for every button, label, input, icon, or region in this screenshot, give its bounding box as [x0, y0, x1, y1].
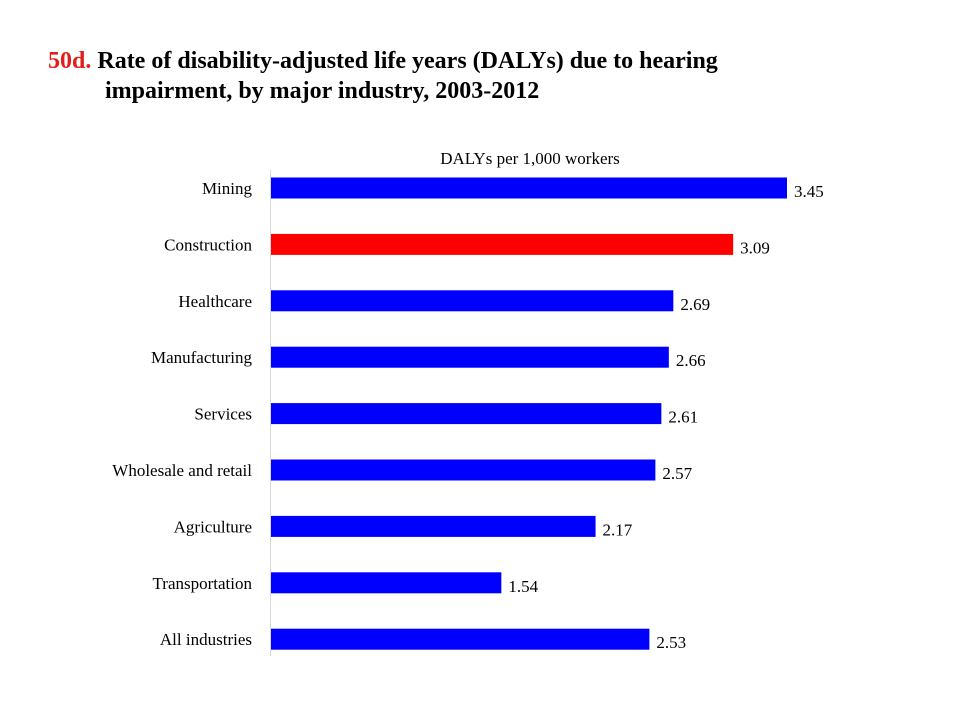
- bar-agriculture: [271, 515, 596, 537]
- value-label-services: 2.61: [668, 408, 698, 427]
- category-label-mining: Mining: [202, 179, 253, 198]
- category-label-wholesale-and-retail: Wholesale and retail: [112, 461, 252, 480]
- category-label-all-industries: All industries: [160, 630, 252, 649]
- value-label-construction: 3.09: [740, 238, 770, 257]
- bar-all-industries: [271, 628, 650, 650]
- category-label-agriculture: Agriculture: [174, 517, 252, 536]
- value-label-all-industries: 2.53: [656, 633, 686, 652]
- title-line-1: Rate of disability-adjusted life years (…: [97, 48, 718, 74]
- bar-mining: [271, 177, 787, 199]
- bar-wholesale-and-retail: [271, 459, 656, 481]
- bar-services: [271, 403, 662, 425]
- bar-transportation: [271, 572, 502, 594]
- bar-construction: [271, 233, 734, 255]
- bar-manufacturing: [271, 346, 669, 368]
- bar-healthcare: [271, 290, 674, 312]
- value-label-manufacturing: 2.66: [676, 351, 706, 370]
- figure-number: 50d.: [48, 48, 92, 74]
- title-line-2: impairment, by major industry, 2003-2012: [105, 78, 540, 104]
- category-label-construction: Construction: [164, 235, 252, 254]
- value-label-transportation: 1.54: [508, 577, 538, 596]
- category-label-manufacturing: Manufacturing: [151, 348, 253, 367]
- value-label-agriculture: 2.17: [603, 520, 633, 539]
- category-label-transportation: Transportation: [153, 574, 253, 593]
- value-label-mining: 3.45: [794, 182, 824, 201]
- value-label-healthcare: 2.69: [680, 295, 710, 314]
- chart-title: 50d. Rate of disability-adjusted life ye…: [48, 46, 908, 106]
- axis-label: DALYs per 1,000 workers: [440, 149, 620, 168]
- category-label-services: Services: [194, 405, 252, 424]
- value-label-wholesale-and-retail: 2.57: [662, 464, 692, 483]
- bars-group: Mining 3.45 Construction 3.09 Healthcare 2.69…: [112, 177, 824, 652]
- category-label-healthcare: Healthcare: [178, 292, 252, 311]
